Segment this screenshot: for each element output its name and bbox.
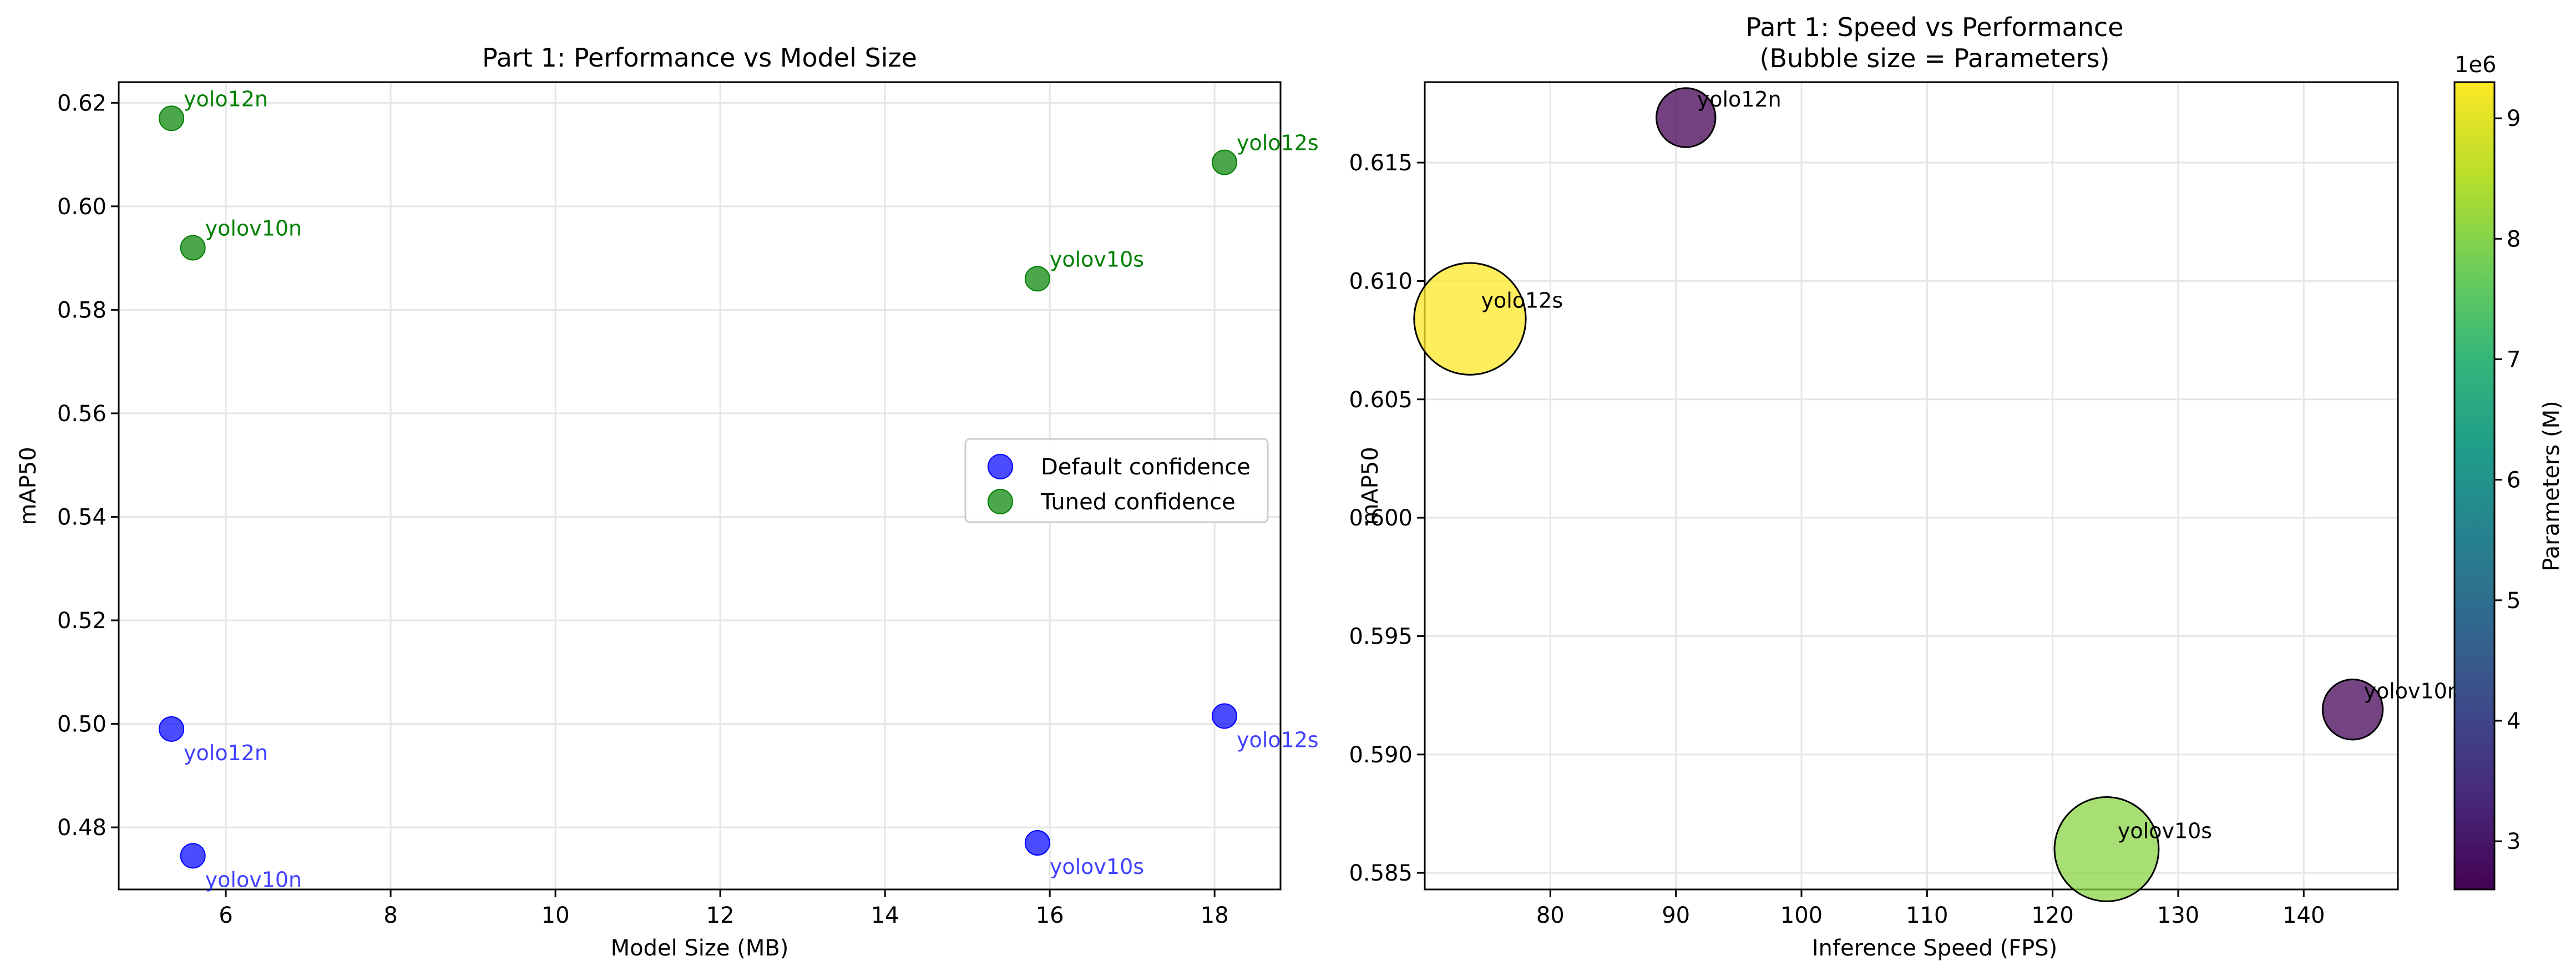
left-y-ticks: 0.48 0.50 0.52 0.54 0.56 0.58 0.60 0.62 [57,90,119,841]
point-label: yolov10s [1050,247,1144,271]
scatter-point [1024,830,1050,856]
point-label: yolo12s [1237,131,1319,155]
colorbar: 3 4 5 6 7 8 9 1e6 Parameters (M) [2453,52,2564,891]
x-tick-label: 8 [383,903,397,928]
left-x-axis-label: Model Size (MB) [611,935,789,961]
x-tick-label: 100 [1780,903,1823,928]
x-tick-label: 10 [541,903,570,928]
y-tick-label: 0.615 [1349,150,1413,176]
y-tick-label: 0.585 [1349,861,1413,886]
bubble [1656,87,1717,148]
scatter-point [180,235,206,261]
left-chart: Part 1: Performance vs Model Size 6 8 10 12… [16,43,1319,961]
bubble-label: yolo12n [1697,87,1782,112]
legend-label-default: Default confidence [1041,454,1251,480]
x-tick-label: 80 [1536,903,1565,928]
bubble [2053,796,2160,902]
legend-label-tuned: Tuned confidence [1040,489,1236,515]
y-tick-label: 0.595 [1349,624,1413,649]
scatter-point [159,105,185,132]
right-chart-title: Part 1: Speed vs Performance [1746,12,2124,42]
left-x-ticks: 6 8 10 12 14 16 18 [219,889,1229,928]
x-tick-label: 130 [2157,903,2199,928]
y-tick-label: 0.600 [1349,505,1413,531]
bubble-label: yolo12s [1481,289,1563,313]
y-tick-label: 0.58 [57,297,107,323]
bubble [2321,678,2384,741]
colorbar-tick-label: 5 [2507,588,2521,614]
right-chart: Part 1: Speed vs Performance (Bubble siz… [1349,12,2461,961]
x-tick-label: 90 [1662,903,1690,928]
x-tick-label: 16 [1036,903,1064,928]
x-tick-label: 12 [706,903,735,928]
colorbar-tick-label: 7 [2507,347,2521,372]
x-tick-label: 6 [219,903,232,928]
point-label: yolov10n [205,216,302,240]
scatter-point [1024,266,1050,292]
point-label: yolo12n [184,87,268,111]
scatter-point [1212,149,1238,175]
x-tick-label: 140 [2283,903,2325,928]
legend-marker-default [988,454,1013,479]
y-tick-label: 0.52 [57,608,107,634]
left-points: yolo12n yolov10n yolov10s yolo12s yolo12n yol… [159,87,1319,892]
colorbar-label: Parameters (M) [2539,401,2564,571]
point-label: yolov10s [1050,854,1144,879]
point-label: yolo12s [1237,728,1319,752]
right-gridlines [1425,82,2398,889]
scatter-point [1212,703,1238,729]
bubble-label: yolov10s [2118,818,2212,843]
legend-box [964,438,1269,523]
colorbar-gradient [2453,81,2496,891]
right-plot-frame [1424,81,2399,891]
right-bubbles: yolo12n yolo12s yolov10n yolov10s [1413,87,2461,902]
x-tick-label: 120 [2031,903,2073,928]
x-tick-label: 14 [871,903,899,928]
y-tick-label: 0.56 [57,401,107,427]
y-tick-label: 0.62 [57,90,107,116]
colorbar-tick-label: 8 [2507,226,2521,252]
legend: Default confidence Tuned confidence [964,438,1269,523]
point-label: yolo12n [184,741,268,765]
legend-marker-tuned [988,489,1013,514]
colorbar-ticks: 3 4 5 6 7 8 9 [2494,106,2521,854]
colorbar-tick-label: 6 [2507,468,2521,493]
y-tick-label: 0.50 [57,712,107,737]
scatter-point [159,716,185,742]
x-tick-label: 110 [1906,903,1948,928]
right-y-ticks: 0.585 0.590 0.595 0.600 0.605 0.610 0.615 [1349,150,1425,886]
right-y-axis-label: mAP50 [1358,447,1383,525]
left-chart-title: Part 1: Performance vs Model Size [482,43,917,73]
right-chart-subtitle: (Bubble size = Parameters) [1760,43,2110,73]
right-x-axis-label: Inference Speed (FPS) [1812,935,2058,961]
scatter-point [180,843,206,869]
left-y-axis-label: mAP50 [16,447,41,525]
colorbar-offset-text: 1e6 [2454,52,2497,78]
y-tick-label: 0.48 [57,815,107,841]
y-tick-label: 0.610 [1349,269,1413,294]
bubble [1413,262,1527,376]
y-tick-label: 0.590 [1349,742,1413,768]
left-plot-frame [118,81,1282,891]
x-tick-label: 18 [1201,903,1229,928]
colorbar-tick-label: 3 [2507,829,2521,854]
y-tick-label: 0.54 [57,504,107,530]
colorbar-tick-label: 4 [2507,709,2521,734]
bubble-label: yolov10n [2364,679,2461,704]
right-x-ticks: 80 90 100 110 120 130 140 [1536,889,2325,928]
y-tick-label: 0.605 [1349,387,1413,413]
y-tick-label: 0.60 [57,194,107,220]
colorbar-tick-label: 9 [2507,106,2521,132]
point-label: yolov10n [205,867,302,892]
